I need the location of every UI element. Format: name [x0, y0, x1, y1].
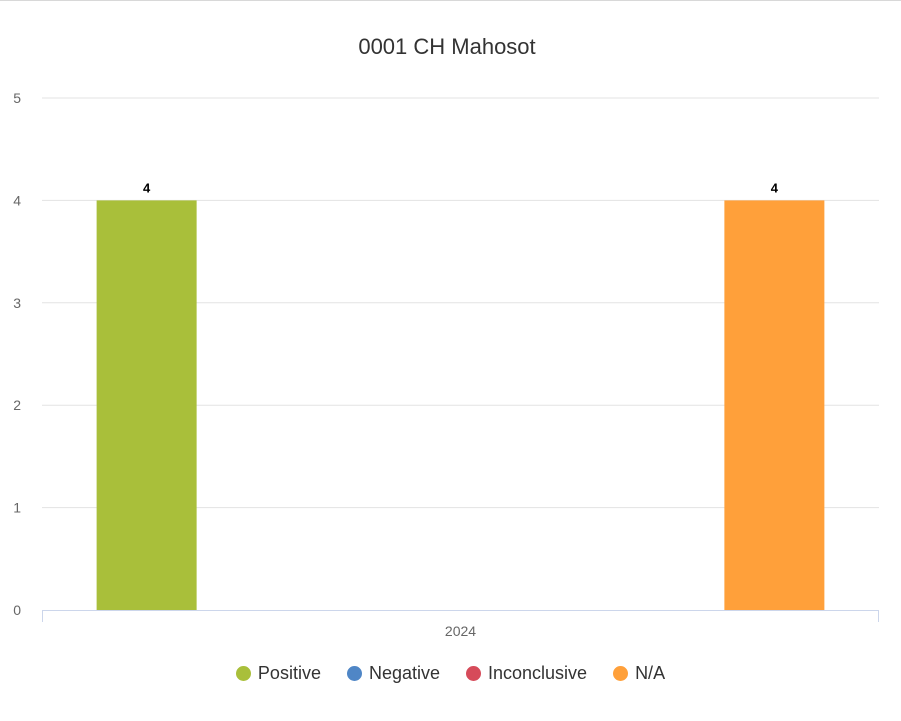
legend-label: Inconclusive — [488, 662, 588, 683]
data-label: 4 — [143, 180, 151, 195]
legend-label: Negative — [368, 662, 440, 683]
legend-swatch — [466, 665, 481, 681]
bar-positive[interactable] — [96, 200, 197, 610]
data-label: 4 — [771, 180, 779, 195]
y-tick-label: 1 — [13, 500, 21, 516]
y-tick-label: 0 — [13, 602, 21, 618]
legend-label: N/A — [635, 662, 666, 683]
legend: Positive Negative Inconclusive N/A — [0, 660, 901, 686]
y-tick-label: 3 — [13, 295, 21, 311]
y-tick-label: 2 — [13, 397, 21, 413]
legend-item-positive[interactable]: Positive — [235, 662, 321, 684]
legend-label: Positive — [257, 662, 321, 683]
y-axis-ticks: 0 1 2 3 4 5 — [13, 90, 21, 618]
y-tick-label: 5 — [13, 90, 21, 106]
y-tick-label: 4 — [13, 192, 21, 208]
x-tick-label: 2024 — [445, 623, 476, 639]
legend-swatch — [613, 665, 629, 681]
legend-item-negative[interactable]: Negative — [346, 662, 440, 684]
bars — [96, 200, 825, 610]
top-border — [0, 0, 901, 1]
legend-swatch — [235, 665, 251, 681]
legend-item-inconclusive[interactable]: Inconclusive — [466, 663, 587, 684]
bar-n-a[interactable] — [724, 200, 825, 610]
legend-swatch — [346, 665, 362, 681]
chart-title: 0001 CH Mahosot — [358, 34, 535, 59]
x-axis: 2024 — [42, 610, 879, 639]
legend-item-n-a[interactable]: N/A — [613, 663, 665, 684]
